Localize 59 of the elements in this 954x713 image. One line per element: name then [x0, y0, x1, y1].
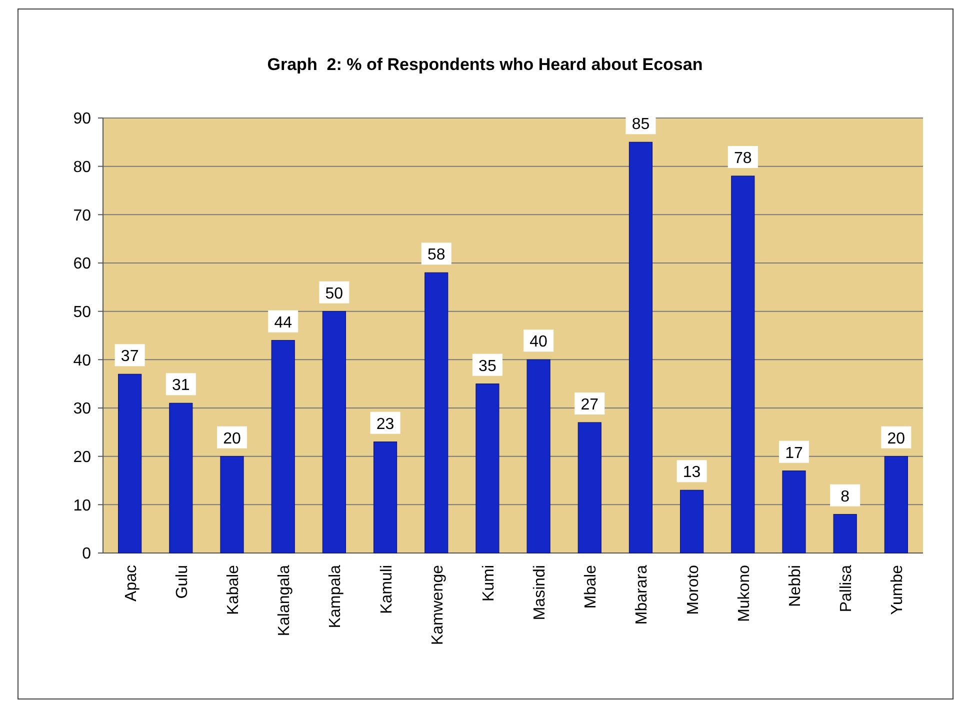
- bar: [782, 470, 806, 554]
- data-label: 20: [223, 430, 242, 448]
- y-tick-label: 80: [73, 158, 92, 176]
- data-label: 27: [580, 396, 599, 414]
- data-label: 50: [325, 285, 344, 302]
- chart-title: Graph 2: % of Respondents who Heard about Ecosan: [267, 55, 703, 74]
- bar: [526, 359, 550, 554]
- x-tick-label: Kalangala: [276, 564, 294, 636]
- bar: [424, 272, 448, 554]
- y-tick-label: 50: [73, 304, 92, 321]
- x-tick-label: Yumbe: [889, 564, 906, 615]
- x-tick-label: Mbarara: [634, 564, 651, 625]
- x-tick-label: Kabale: [225, 564, 242, 615]
- x-tick-label: Moroto: [684, 564, 702, 615]
- data-label: 20: [887, 430, 906, 448]
- bar: [322, 311, 346, 554]
- x-tick-label: Masindi: [532, 565, 549, 620]
- data-label: 37: [120, 348, 139, 366]
- data-label: 58: [427, 246, 446, 264]
- data-label: 78: [734, 150, 752, 167]
- x-tick-label: Kamuli: [378, 565, 396, 614]
- data-label: 35: [478, 358, 496, 375]
- y-tick-label: 70: [73, 207, 92, 224]
- y-tick-label: 40: [73, 352, 92, 370]
- y-tick-label: 90: [73, 110, 92, 128]
- x-tick-label: Kamwenge: [429, 564, 446, 646]
- y-tick-label: 10: [73, 497, 92, 514]
- data-label: 13: [682, 464, 701, 482]
- x-tick-label: Kumi: [480, 565, 498, 602]
- y-tick-label: 60: [73, 256, 92, 273]
- bar: [884, 456, 908, 554]
- x-tick-label: Pallisa: [838, 564, 856, 612]
- bar: [833, 514, 857, 554]
- bar: [578, 422, 602, 554]
- x-tick-label: Mukono: [736, 564, 753, 622]
- x-tick-label: Mbale: [582, 564, 600, 609]
- bar: [731, 176, 755, 554]
- bar: [169, 402, 193, 554]
- x-tick-label: Nebbi: [786, 565, 804, 607]
- bar: [680, 490, 704, 554]
- y-tick-label: 0: [82, 546, 92, 563]
- data-label: 85: [632, 116, 650, 134]
- data-label: 23: [376, 416, 394, 433]
- data-label: 17: [785, 444, 803, 462]
- x-tick-label: Apac: [122, 565, 140, 602]
- x-tick-label: Kampala: [327, 564, 344, 628]
- bar: [118, 374, 142, 554]
- data-label: 8: [840, 488, 850, 506]
- bar: [628, 142, 653, 554]
- y-tick-label: 20: [73, 448, 92, 466]
- bar: [220, 456, 244, 554]
- bar: [271, 340, 295, 554]
- y-tick-label: 30: [73, 400, 92, 418]
- x-tick-label: Gulu: [174, 565, 191, 599]
- data-label: 31: [172, 377, 190, 394]
- data-label: 40: [530, 334, 548, 351]
- data-label: 44: [274, 314, 292, 332]
- bar: [476, 384, 500, 554]
- bar: [373, 442, 398, 554]
